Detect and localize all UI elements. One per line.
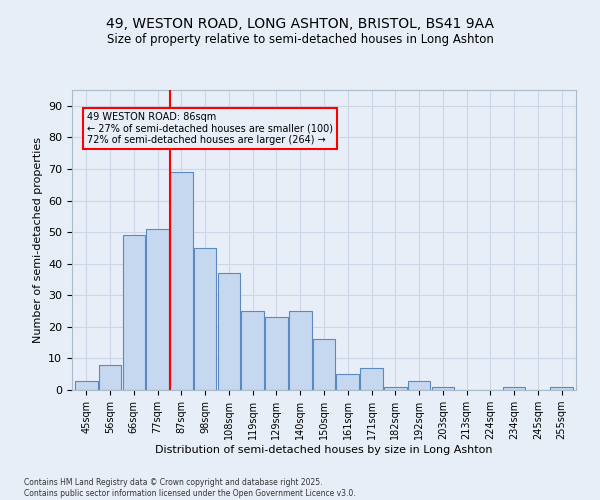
Bar: [241, 311, 264, 390]
Bar: [313, 340, 335, 390]
Y-axis label: Number of semi-detached properties: Number of semi-detached properties: [32, 137, 43, 343]
Text: 49 WESTON ROAD: 86sqm
← 27% of semi-detached houses are smaller (100)
72% of sem: 49 WESTON ROAD: 86sqm ← 27% of semi-deta…: [87, 112, 333, 146]
Bar: [170, 172, 193, 390]
Bar: [337, 374, 359, 390]
Bar: [360, 368, 383, 390]
Bar: [75, 380, 98, 390]
Bar: [194, 248, 217, 390]
Text: Contains HM Land Registry data © Crown copyright and database right 2025.
Contai: Contains HM Land Registry data © Crown c…: [24, 478, 356, 498]
Bar: [550, 387, 573, 390]
Bar: [99, 364, 121, 390]
Bar: [218, 273, 240, 390]
Bar: [503, 387, 526, 390]
Text: Size of property relative to semi-detached houses in Long Ashton: Size of property relative to semi-detach…: [107, 32, 493, 46]
Bar: [122, 236, 145, 390]
Bar: [431, 387, 454, 390]
Bar: [384, 387, 407, 390]
Bar: [408, 380, 430, 390]
Bar: [289, 311, 311, 390]
Bar: [146, 229, 169, 390]
X-axis label: Distribution of semi-detached houses by size in Long Ashton: Distribution of semi-detached houses by …: [155, 445, 493, 455]
Text: 49, WESTON ROAD, LONG ASHTON, BRISTOL, BS41 9AA: 49, WESTON ROAD, LONG ASHTON, BRISTOL, B…: [106, 18, 494, 32]
Bar: [265, 318, 288, 390]
